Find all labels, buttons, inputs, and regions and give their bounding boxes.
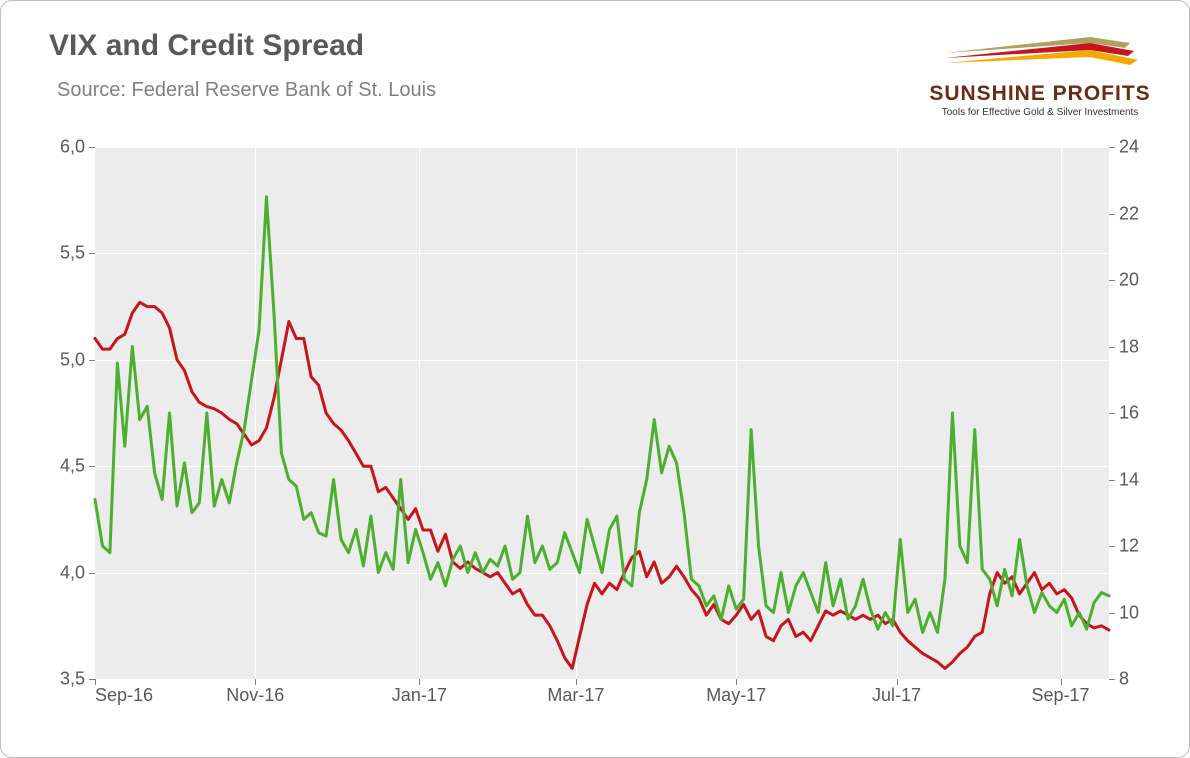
chart-title: VIX and Credit Spread (49, 29, 364, 63)
brand-logo: SUNSHINE PROFITS Tools for Effective Gol… (915, 33, 1165, 118)
x-axis: Sep-16 Nov-16 Jan-17 Mar-17 May-17 Jul-17 Sep-… (95, 683, 1109, 707)
logo-tagline: Tools for Effective Gold & Silver Invest… (915, 107, 1165, 118)
ytick-right: 22 (1119, 203, 1139, 224)
ytick-left: 4,5 (60, 456, 85, 477)
plot-area (95, 147, 1109, 679)
ytick-right: 12 (1119, 536, 1139, 557)
ytick-left: 4,0 (60, 562, 85, 583)
xtick: Jul-17 (872, 685, 921, 706)
ytick-right: 20 (1119, 270, 1139, 291)
ytick-right: 8 (1119, 669, 1129, 690)
line-series-svg (95, 147, 1109, 679)
logo-streaks-icon (940, 33, 1140, 75)
plot-container: 3,54,04,55,05,56,0 81012141618202224 Sep… (49, 147, 1149, 707)
y-axis-right: 81012141618202224 (1113, 147, 1149, 679)
ytick-left: 5,5 (60, 243, 85, 264)
logo-name: SUNSHINE PROFITS (915, 82, 1165, 106)
y-axis-left: 3,54,04,55,05,56,0 (49, 147, 91, 679)
series-vix (95, 197, 1109, 633)
ytick-right: 16 (1119, 403, 1139, 424)
ytick-left: 6,0 (60, 137, 85, 158)
xtick: Jan-17 (392, 685, 447, 706)
chart-subtitle: Source: Federal Reserve Bank of St. Loui… (57, 79, 436, 102)
chart-card: VIX and Credit Spread Source: Federal Re… (0, 0, 1190, 758)
ytick-left: 3,5 (60, 669, 85, 690)
ytick-right: 14 (1119, 469, 1139, 490)
ytick-right: 18 (1119, 336, 1139, 357)
xtick: Sep-17 (1032, 685, 1090, 706)
xtick: Mar-17 (547, 685, 604, 706)
xtick: Nov-16 (226, 685, 284, 706)
ytick-right: 24 (1119, 137, 1139, 158)
xtick: Sep-16 (95, 685, 153, 706)
ytick-left: 5,0 (60, 349, 85, 370)
xtick: May-17 (706, 685, 766, 706)
ytick-right: 10 (1119, 602, 1139, 623)
